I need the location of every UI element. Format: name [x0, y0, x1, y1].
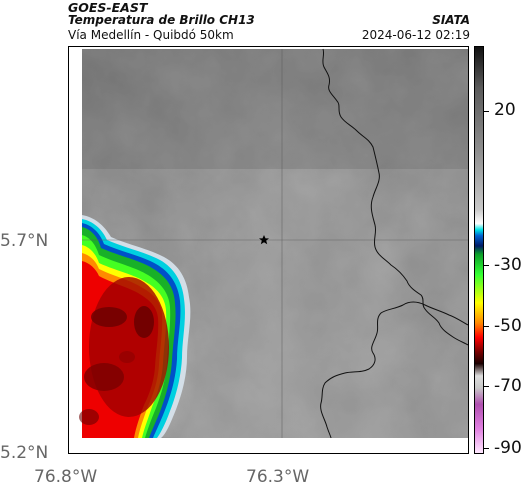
title-organization: SIATA	[432, 13, 470, 27]
colorbar-label-minus-90: -90	[494, 438, 522, 458]
colorbar-tick	[484, 326, 489, 327]
title-product: Temperatura de Brillo CH13	[68, 13, 255, 27]
colorbar-tick	[484, 386, 489, 387]
lon-label-76-3: 76.3°W	[246, 467, 310, 487]
colorbar-tick	[484, 111, 489, 112]
admin-boundary	[322, 48, 468, 346]
lat-label-5-7: 5.7°N	[0, 231, 49, 251]
colorbar-label-minus-50: -50	[494, 316, 522, 336]
colorbar-label-minus-70: -70	[494, 376, 522, 396]
title-area: Vía Medellín - Quibdó 50km	[68, 28, 234, 42]
colorbar-label-minus-30: -30	[494, 255, 522, 275]
map-canvas	[69, 47, 468, 453]
title-datetime: 2024-06-12 02:19	[361, 28, 470, 42]
satellite-map[interactable]	[68, 46, 469, 454]
convective-cloud	[79, 215, 191, 438]
colorbar	[474, 46, 484, 454]
lat-label-5-2: 5.2°N	[0, 443, 49, 463]
colorbar-label-20: 20	[494, 100, 516, 120]
admin-boundary-south	[320, 301, 468, 439]
colorbar-tick	[484, 265, 489, 266]
lon-label-76-8: 76.8°W	[34, 467, 98, 487]
star-marker-icon	[259, 235, 269, 245]
colorbar-tick	[484, 448, 489, 449]
title-satellite: GOES-EAST	[68, 0, 148, 15]
